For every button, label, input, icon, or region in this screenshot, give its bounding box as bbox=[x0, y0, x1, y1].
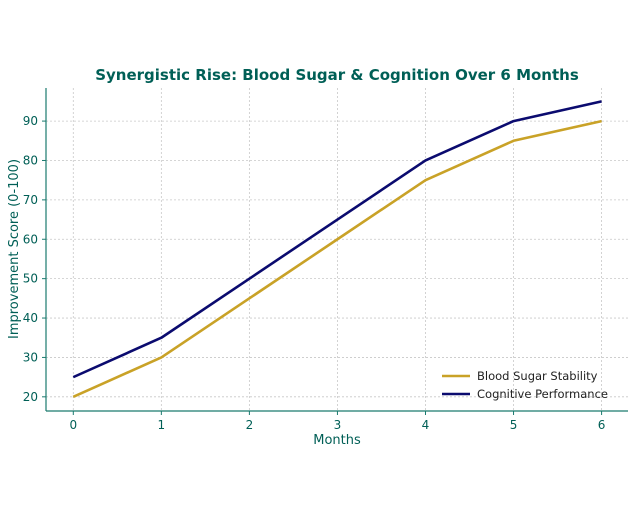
x-axis-label: Months bbox=[313, 433, 361, 448]
x-tick-label: 3 bbox=[334, 418, 342, 432]
y-tick-label: 50 bbox=[23, 272, 38, 286]
x-tick-label: 4 bbox=[422, 418, 430, 432]
tick-labels: 0 1 2 3 4 5 6 20 30 40 50 60 70 80 90 bbox=[23, 114, 606, 432]
y-tick-label: 60 bbox=[23, 232, 38, 246]
grid bbox=[46, 88, 628, 411]
x-tick-label: 6 bbox=[598, 418, 606, 432]
series-line-1 bbox=[72, 100, 602, 379]
legend-label: Blood Sugar Stability bbox=[477, 369, 598, 383]
y-tick-label: 80 bbox=[23, 153, 38, 167]
x-tick-label: 5 bbox=[510, 418, 518, 432]
y-axis-label: Improvement Score (0-100) bbox=[7, 159, 22, 339]
chart-title: Synergistic Rise: Blood Sugar & Cognitio… bbox=[95, 66, 579, 84]
y-tick-label: 90 bbox=[23, 114, 38, 128]
legend-label: Cognitive Performance bbox=[477, 387, 608, 401]
y-tick-label: 20 bbox=[23, 390, 38, 404]
y-tick-label: 40 bbox=[23, 311, 38, 325]
x-tick-label: 2 bbox=[246, 418, 254, 432]
axes bbox=[42, 88, 628, 415]
legend: Blood Sugar Stability Cognitive Performan… bbox=[442, 369, 608, 401]
series-line-0 bbox=[72, 119, 602, 399]
y-tick-label: 30 bbox=[23, 350, 38, 364]
y-tick-label: 70 bbox=[23, 193, 38, 207]
x-tick-label: 0 bbox=[69, 418, 77, 432]
x-tick-label: 1 bbox=[158, 418, 166, 432]
series-lines bbox=[72, 100, 602, 399]
